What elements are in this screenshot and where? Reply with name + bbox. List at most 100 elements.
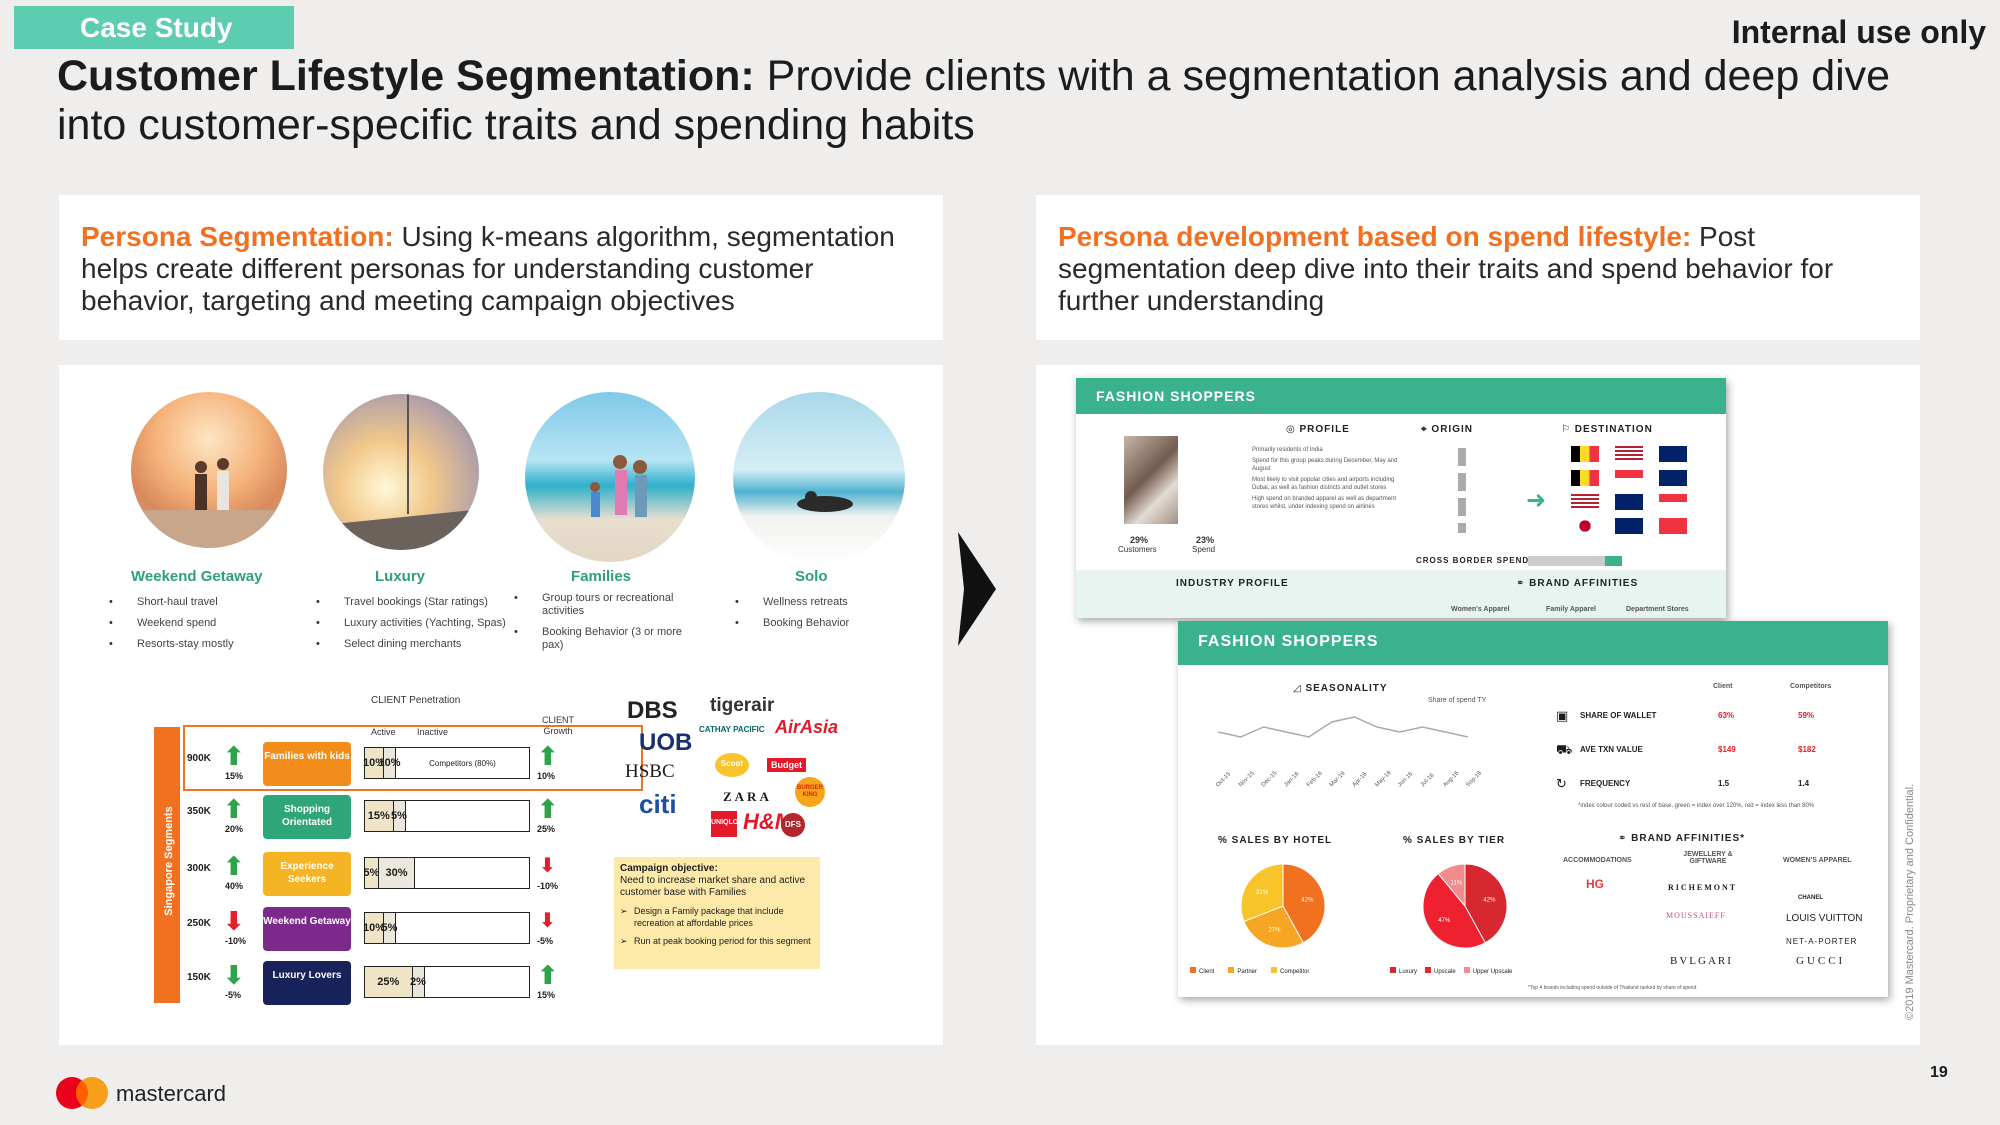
families-highlight-box — [183, 725, 643, 791]
up-arrow-icon: ⬆ — [537, 794, 559, 824]
month-tick: Sep-16 — [1465, 770, 1483, 788]
louis-vuitton-logo: LOUIS VUITTON — [1786, 913, 1863, 924]
citi-logo: citi — [639, 789, 677, 819]
internal-label: Internal use only — [1731, 14, 1986, 50]
down-arrow-icon: ⬇ — [539, 855, 556, 877]
client-growth: 10% — [537, 771, 556, 781]
client-growth-label: CLIENT Growth — [541, 715, 574, 736]
segment-size: 300K — [187, 863, 211, 874]
airasia-logo: AirAsia — [775, 717, 839, 737]
active-share: 10% — [363, 913, 385, 943]
penetration-bar: 10% 5% — [363, 912, 530, 944]
sales-hotel-pie: 42% 27% 31% — [1240, 863, 1326, 949]
month-tick: Dec-15 — [1261, 770, 1279, 788]
metric-name: SHARE OF WALLET — [1580, 711, 1657, 720]
inactive-share: 30% — [379, 858, 415, 888]
campaign-title: Campaign objective: — [620, 863, 718, 874]
down-arrow-icon: ⬇ — [223, 906, 245, 936]
penetration-bar: 5% 30% — [364, 857, 530, 889]
cross-border-bar — [1528, 556, 1622, 566]
cross-border-heading: CROSS BORDER SPEND — [1416, 556, 1530, 565]
cart-icon: ⛟ — [1556, 742, 1573, 757]
pie-slice — [1464, 863, 1508, 944]
user-icon: ◎ — [1286, 424, 1300, 435]
tigerair-logo: tigerair — [710, 695, 775, 716]
spend-pct: 23% — [1196, 535, 1215, 545]
active-share: 10% — [363, 748, 385, 778]
weekend-getaway-photo — [131, 392, 287, 548]
active-share: 25% — [365, 967, 413, 997]
origin-heading: ⌖ ORIGIN — [1421, 424, 1473, 435]
wallet-icon: ▣ — [1556, 708, 1569, 723]
up-arrow-icon: ⬆ — [537, 741, 559, 771]
refresh-icon: ↻ — [1556, 776, 1567, 791]
down-arrow-icon: ⬇ — [539, 910, 556, 932]
network-icon: ⚭ — [1618, 833, 1632, 844]
client-growth: -10% — [537, 881, 559, 891]
dfs-logo: DFS — [781, 813, 805, 837]
metric-name: FREQUENCY — [1580, 779, 1631, 788]
month-tick: Apr-16 — [1352, 771, 1369, 788]
seasonality-heading: ◿ SEASONALITY — [1293, 683, 1388, 694]
inactive-label: Inactive — [417, 727, 449, 737]
down-arrow-icon: ⬇ — [223, 960, 245, 990]
destination-flags — [1571, 446, 1691, 534]
uob-logo: UOB — [639, 729, 693, 756]
aff-col-accommodations: Accommodations — [1563, 857, 1632, 864]
left-header-panel: Persona Segmentation: Using k-means algo… — [59, 195, 943, 340]
profile-points: Primarily residents of India Spend for t… — [1252, 447, 1398, 510]
share-ty-legend: Share of spend TY — [1428, 697, 1487, 704]
aff-col-womens: Women's Apparel — [1783, 857, 1852, 864]
inactive-share: 5% — [382, 913, 397, 943]
pie-slice — [1422, 872, 1486, 949]
spend-label: Spend — [1192, 545, 1216, 554]
client-penetration-label: CLIENT Penetration — [371, 695, 461, 706]
card2-title: FASHION SHOPPERS — [1178, 621, 1888, 665]
hsbc-logo: HSBC — [625, 761, 675, 782]
pie-label: 11% — [1451, 880, 1463, 886]
month-tick: Jan-16 — [1283, 771, 1301, 789]
up-arrow-icon: ⬆ — [537, 960, 559, 990]
active-share: 15% — [365, 801, 394, 831]
active-label: Active — [371, 727, 396, 737]
persona-segmentation-panel: Weekend Getaway Luxury Families Solo Sho… — [59, 365, 943, 1045]
metric-competitor: $182 — [1798, 745, 1816, 754]
origin-bars — [1458, 448, 1466, 533]
segment-size: 150K — [187, 972, 211, 983]
luxury-photo — [323, 394, 479, 550]
segment-growth: 20% — [225, 824, 244, 834]
case-study-tag: Case Study — [14, 6, 294, 49]
sales-tier-heading: % SALES BY TIER — [1403, 835, 1506, 846]
month-tick: Nov-15 — [1238, 770, 1256, 788]
persona-label-luxury: Luxury — [375, 568, 426, 585]
competitors-share: Competitors (80%) — [429, 758, 496, 768]
inactive-share: 2% — [410, 967, 426, 997]
month-tick: Jun-16 — [1397, 771, 1415, 789]
legend-item: Upper Upscale — [1463, 967, 1512, 975]
pie-slice — [1240, 863, 1284, 923]
families-points: Group tours or recreational activities B… — [514, 592, 702, 652]
metric-client: 63% — [1718, 711, 1735, 720]
sales-tier-pie: 42% 47% 11% — [1422, 863, 1508, 949]
segment-luxury-lovers: Luxury Lovers — [263, 961, 351, 1005]
pie-label: 31% — [1256, 890, 1269, 896]
seasonality-line — [1217, 716, 1469, 738]
active-share: 5% — [364, 858, 379, 888]
segment-growth: 15% — [225, 771, 244, 781]
shoppers-photo — [1124, 436, 1178, 524]
month-tick: Mar-16 — [1329, 770, 1347, 788]
pie-slice — [1437, 863, 1466, 908]
weekend-points: Short-haul travel Weekend spend Resorts-… — [109, 592, 287, 655]
legend-item: Competitor — [1271, 967, 1309, 975]
brand-aff-heading-2: ⚭ BRAND AFFINITIES* — [1618, 833, 1746, 844]
scoot-logo: Scoot — [715, 753, 749, 777]
penetration-bar: 15% 5% — [364, 800, 530, 832]
richemont-logo: RICHEMONT — [1668, 883, 1738, 892]
chanel-logo: CHANEL — [1798, 895, 1823, 901]
segment-growth: -10% — [225, 936, 247, 946]
brand-footnote: *Top 4 brands including spend outside of… — [1528, 985, 1697, 991]
segment-families-with-kids: Families with kids — [263, 742, 351, 786]
zara-logo: ZARA — [723, 789, 772, 804]
legend-item: Client — [1190, 967, 1214, 975]
segment-growth: 40% — [225, 881, 244, 891]
